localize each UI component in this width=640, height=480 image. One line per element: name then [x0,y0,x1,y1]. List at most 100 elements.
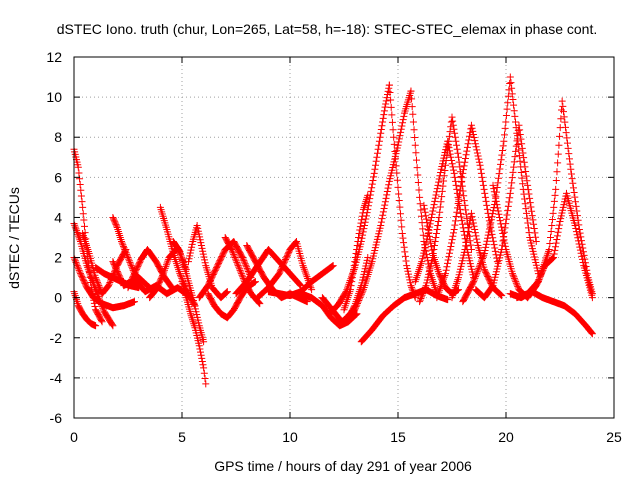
data-point [421,205,429,213]
data-point [554,159,562,167]
data-point [388,111,396,119]
data-point [448,113,456,121]
data-point [396,203,404,211]
data-point [494,207,502,215]
data-point [234,260,242,268]
data-point [453,208,461,216]
data-point [407,282,415,290]
data-point [358,289,366,297]
data-point [567,165,575,173]
data-point [478,256,486,264]
data-point [351,304,359,312]
data-point [559,102,567,110]
data-point [356,293,364,301]
data-point [359,287,367,295]
data-point [481,189,489,197]
data-point [510,107,518,115]
data-point [106,279,114,287]
data-point [516,157,524,165]
data-point [575,240,583,248]
data-point [477,259,485,267]
data-point [444,142,452,150]
data-point [557,115,565,123]
data-point [529,216,537,224]
data-point [465,136,473,144]
data-point [159,272,167,280]
data-point [540,265,548,273]
data-point [471,229,479,237]
data-point [362,215,370,223]
data-point [456,163,464,171]
data-point [111,219,119,227]
data-point [364,205,372,213]
data-point [229,249,237,257]
data-point [510,274,518,282]
data-point [489,181,497,189]
data-point [400,243,408,251]
data-point [524,224,532,232]
data-point [506,73,514,81]
data-point [449,163,457,171]
data-point [385,84,393,92]
data-point [385,81,393,89]
data-point [572,202,580,210]
data-point [400,112,408,120]
data-point [462,151,470,159]
data-point [551,246,559,254]
data-point [436,208,444,216]
data-point [499,229,507,237]
data-point [511,276,519,284]
data-point [159,270,167,278]
data-point [406,276,414,284]
data-point [490,185,498,193]
data-point [422,212,430,220]
data-point [472,271,480,279]
data-point [126,258,134,266]
data-point [525,190,533,198]
data-point [492,197,500,205]
data-point [196,236,204,244]
data-point [92,286,100,294]
data-point [468,213,476,221]
data-point [521,200,529,208]
data-point [517,169,525,177]
data-point [386,89,394,97]
data-point [563,139,571,147]
data-point [109,322,117,330]
data-point [405,273,413,281]
data-point [161,264,169,272]
data-point [559,108,567,116]
data-point [498,151,506,159]
data-point [382,97,390,105]
data-point [399,234,407,242]
data-point [415,186,423,194]
data-point [448,236,456,244]
data-point [491,244,499,252]
data-point [423,219,431,227]
data-point [360,225,368,233]
data-point [240,257,248,265]
data-point [552,185,560,193]
data-point [561,118,569,126]
data-point [404,270,412,278]
data-point [550,197,558,205]
data-point [357,238,365,246]
data-point [469,219,477,227]
data-point [398,229,406,237]
data-point [80,216,88,224]
data-point [500,137,508,145]
data-point [443,263,451,271]
data-point [513,137,521,145]
data-point [92,274,100,282]
data-point [566,160,574,168]
data-point [462,210,470,218]
data-point [417,294,425,302]
data-point [397,216,405,224]
data-point [200,364,208,372]
data-point [497,223,505,231]
data-point [92,287,100,295]
data-point [71,255,79,263]
data-point [449,121,457,129]
data-point [483,201,491,209]
data-point [490,241,498,249]
